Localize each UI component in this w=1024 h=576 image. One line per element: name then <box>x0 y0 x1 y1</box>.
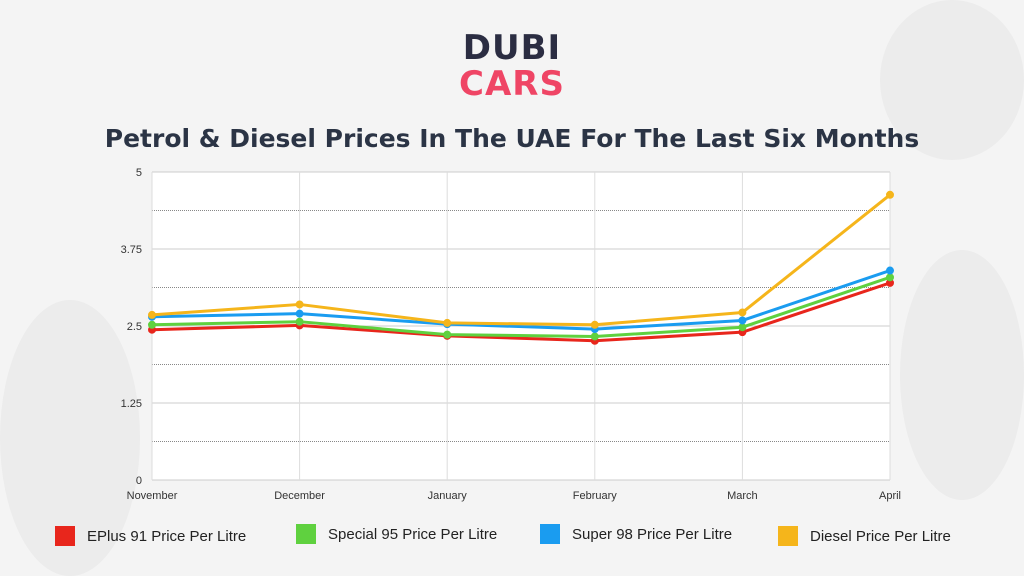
background-shape <box>900 250 1024 500</box>
series-line-3 <box>151 193 891 327</box>
x-tick-label: November <box>127 490 178 502</box>
data-point <box>148 310 156 319</box>
logo-dubi: DUBI <box>462 28 562 68</box>
chart-title: Petrol & Diesel Prices In The UAE For Th… <box>104 124 920 153</box>
data-point <box>590 320 599 329</box>
legend-item-special95: Special 95 Price Per Litre <box>296 524 497 544</box>
data-point <box>886 190 894 199</box>
logo-cars: CARS <box>459 64 565 104</box>
data-point <box>443 318 452 327</box>
data-point <box>148 320 156 329</box>
data-point <box>295 300 304 309</box>
data-point <box>738 316 747 325</box>
legend-label: Diesel Price Per Litre <box>810 527 951 545</box>
data-point <box>295 317 304 326</box>
y-tick-label: 0 <box>136 475 142 487</box>
x-tick-label: April <box>879 490 901 502</box>
legend-label: EPlus 91 Price Per Litre <box>87 527 247 545</box>
series-line-0 <box>151 281 891 343</box>
legend-item-diesel: Diesel Price Per Litre <box>778 526 951 546</box>
x-tick-label: January <box>428 490 468 502</box>
data-point <box>443 330 452 339</box>
data-point <box>590 332 599 341</box>
series-line-2 <box>151 269 891 331</box>
legend-label: Special 95 Price Per Litre <box>328 525 498 543</box>
background-shape <box>880 0 1024 160</box>
y-tick-label: 2.5 <box>127 321 142 333</box>
data-point <box>886 266 894 275</box>
legend-item-super98: Super 98 Price Per Litre <box>540 524 732 544</box>
data-point <box>886 273 894 282</box>
series-line-1 <box>151 275 891 338</box>
legend-swatch <box>55 526 75 546</box>
data-point <box>738 323 747 332</box>
legend-label: Super 98 Price Per Litre <box>572 525 733 543</box>
legend-item-eplus91: EPlus 91 Price Per Litre <box>55 526 246 546</box>
x-tick-label: March <box>727 490 758 502</box>
legend-swatch <box>540 524 560 544</box>
legend-swatch <box>778 526 798 546</box>
y-tick-label: 5 <box>136 167 142 179</box>
data-point <box>295 309 304 318</box>
x-tick-label: December <box>274 490 325 502</box>
y-tick-label: 3.75 <box>121 244 142 256</box>
y-tick-label: 1.25 <box>121 398 142 410</box>
data-point <box>738 308 747 317</box>
x-tick-label: February <box>573 490 618 502</box>
legend-swatch <box>296 524 316 544</box>
